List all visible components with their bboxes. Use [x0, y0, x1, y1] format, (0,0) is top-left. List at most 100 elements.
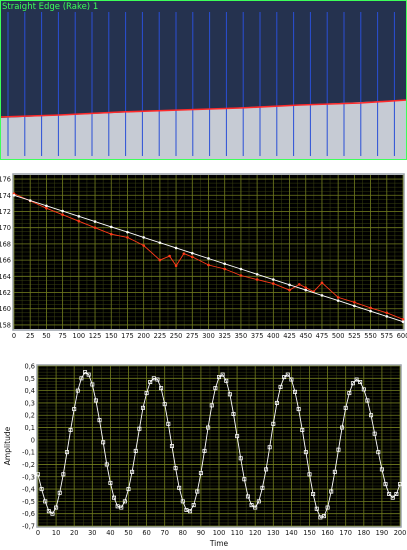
data-point	[311, 491, 316, 496]
x-tick-label: 180	[358, 529, 371, 537]
y-tick-label: -0,6	[22, 510, 35, 518]
data-point	[253, 505, 258, 510]
x-tick-label: 200	[394, 529, 407, 537]
data-point	[353, 304, 356, 308]
data-point	[101, 440, 106, 445]
data-point	[343, 405, 348, 410]
data-point	[180, 499, 185, 504]
data-point	[314, 506, 319, 511]
data-point	[394, 491, 399, 496]
data-point	[174, 264, 178, 268]
data-point	[119, 505, 124, 510]
data-point	[223, 262, 227, 266]
data-point	[340, 425, 345, 430]
data-point	[385, 311, 389, 315]
data-point	[50, 511, 55, 516]
data-point	[336, 299, 340, 302]
y-tick-label: 0,6	[25, 363, 36, 371]
x-tick-label: 600	[397, 332, 407, 340]
data-point	[300, 428, 305, 433]
x-tick-label: 275	[186, 332, 199, 340]
y-tick-label: 170	[0, 224, 11, 232]
series-points	[12, 192, 405, 321]
y-tick-label: 176	[0, 176, 11, 184]
x-tick-label: 175	[121, 332, 134, 340]
data-point	[28, 199, 32, 202]
data-point	[278, 384, 283, 389]
data-point	[188, 509, 193, 514]
data-point	[104, 462, 109, 467]
x-tick-label: 60	[142, 529, 150, 537]
data-point	[46, 509, 51, 514]
data-point	[397, 482, 402, 487]
data-point	[190, 251, 194, 255]
y-tick-label: 174	[0, 192, 11, 200]
x-tick-label: 525	[348, 332, 361, 340]
y-tick-label: 160	[0, 305, 11, 313]
data-point	[195, 489, 200, 494]
data-point	[207, 257, 210, 260]
data-point	[264, 467, 269, 472]
data-point	[224, 378, 229, 383]
data-point	[174, 246, 178, 250]
camera-view: Straight Edge (Rake) 1	[0, 0, 407, 160]
detected-edge	[0, 99, 407, 118]
data-point	[260, 485, 265, 490]
data-point	[318, 515, 323, 520]
y-tick-label: 0,5	[25, 375, 36, 383]
series-points	[12, 193, 405, 324]
data-point	[140, 405, 145, 410]
data-point	[137, 426, 142, 431]
x-tick-label: 110	[231, 529, 244, 537]
data-point	[155, 377, 160, 382]
x-tick-label: 80	[179, 529, 187, 537]
data-point	[216, 375, 221, 380]
data-point	[255, 272, 259, 276]
data-point	[93, 226, 97, 229]
data-point	[387, 491, 392, 496]
data-point	[390, 495, 395, 500]
x-tick-label: 170	[339, 529, 352, 537]
x-tick-label: 400	[267, 332, 280, 340]
data-point	[401, 320, 405, 324]
data-point	[271, 421, 276, 426]
data-point	[133, 448, 138, 453]
data-point	[245, 494, 250, 499]
x-tick-label: 200	[137, 332, 150, 340]
data-point	[158, 258, 162, 262]
data-point	[365, 398, 370, 403]
data-point	[115, 504, 120, 509]
x-tick-label: 225	[154, 332, 167, 340]
data-point	[109, 232, 113, 236]
x-tick-label: 70	[161, 529, 169, 537]
data-point	[151, 376, 156, 381]
data-point	[321, 514, 326, 519]
data-point	[159, 386, 164, 391]
data-point	[130, 469, 135, 474]
data-point	[293, 389, 298, 394]
data-point	[173, 466, 178, 471]
data-point	[184, 507, 189, 512]
data-point	[61, 213, 64, 217]
data-point	[272, 282, 275, 285]
data-point	[372, 431, 377, 436]
data-point	[347, 391, 352, 396]
data-point	[126, 236, 129, 239]
data-point	[45, 204, 48, 208]
x-axis-label: Time	[209, 539, 229, 548]
data-point	[142, 244, 145, 247]
data-point	[209, 403, 214, 408]
data-point	[227, 392, 232, 397]
data-point	[45, 206, 48, 210]
x-tick-label: 375	[251, 332, 264, 340]
x-tick-label: 140	[285, 529, 298, 537]
data-point	[223, 267, 227, 271]
x-tick-label: 575	[380, 332, 393, 340]
data-point	[144, 391, 149, 396]
x-tick-label: 130	[267, 529, 280, 537]
x-tick-label: 90	[197, 529, 205, 537]
y-tick-label: 172	[0, 208, 11, 216]
data-point	[385, 315, 389, 318]
data-point	[369, 306, 372, 310]
data-point	[39, 487, 44, 492]
